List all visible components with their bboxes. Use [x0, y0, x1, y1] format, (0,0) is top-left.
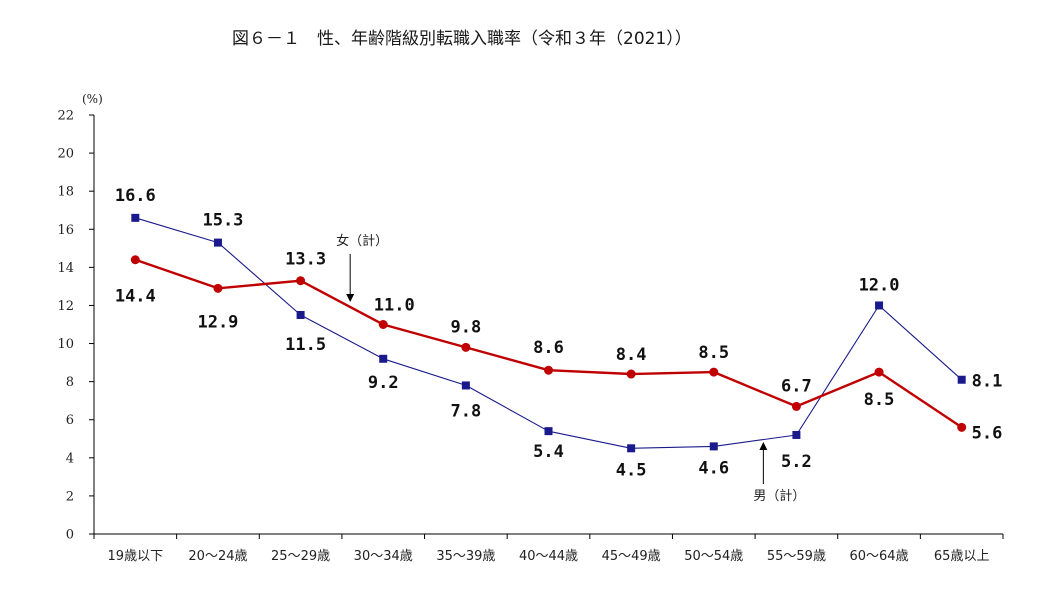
x-tick-label: 25～29歳: [271, 549, 330, 564]
x-tick-label: 55～59歳: [767, 549, 826, 564]
data-label-male: 8.1: [972, 372, 1003, 392]
data-label-female: 8.5: [864, 390, 895, 410]
annotation-male-label: 男（計）: [753, 488, 805, 504]
x-tick-label: 50～54歳: [684, 549, 743, 564]
data-label-female: 12.9: [197, 312, 238, 332]
data-point-male: [461, 381, 470, 390]
data-label-male: 11.5: [285, 335, 326, 355]
data-point-female: [791, 401, 801, 411]
data-label-female: 6.7: [781, 376, 812, 396]
data-point-male: [131, 213, 140, 222]
data-point-male: [875, 301, 884, 310]
x-tick-label: 60～64歳: [849, 549, 908, 564]
x-tick-label: 40～44歳: [519, 549, 578, 564]
series-line-male: [135, 217, 963, 449]
data-label-female: 8.6: [533, 338, 564, 358]
data-label-male: 16.6: [115, 186, 156, 206]
data-labels-layer: 16.6 15.3 11.5 9.2 7.8 5.4 4.5 4.6 5.2 12.0 8.1 14.…: [115, 186, 1003, 480]
data-point-male: [627, 444, 636, 453]
chart-title: 図６－１ 性、年齢階級別転職入職率（令和３年（2021））: [232, 29, 692, 49]
data-point-female: [544, 365, 553, 375]
data-point-female: [957, 422, 967, 432]
data-label-female: 13.3: [285, 250, 326, 270]
data-point-male: [213, 238, 222, 247]
data-point-female: [296, 276, 306, 286]
data-point-female: [378, 320, 388, 329]
annotation-female-label: 女（計）: [336, 233, 388, 249]
y-tick-label: 20: [57, 147, 74, 162]
annotations-layer: 女（計） 男（計）: [336, 233, 805, 504]
y-tick-label: 10: [57, 337, 74, 352]
y-tick-label: 22: [57, 109, 74, 124]
x-tick-label: 35～39歳: [436, 549, 495, 564]
data-point-female: [874, 367, 884, 377]
data-label-female: 8.4: [616, 345, 647, 365]
y-tick-label: 18: [57, 185, 74, 200]
x-tick-label: 30～34歳: [354, 549, 413, 564]
data-label-male: 7.8: [451, 401, 482, 421]
data-label-female: 8.5: [698, 343, 729, 363]
data-label-male: 5.2: [781, 452, 812, 472]
y-tick-label: 14: [57, 261, 74, 276]
x-tick-label: 45～49歳: [602, 549, 661, 564]
y-axis-unit-label: (%): [82, 92, 103, 106]
data-point-female: [626, 369, 636, 379]
y-tick-label: 12: [57, 299, 74, 314]
data-label-male: 9.2: [368, 373, 399, 393]
data-label-male: 5.4: [533, 442, 564, 462]
data-label-female: 14.4: [115, 287, 156, 307]
y-tick-label: 16: [57, 223, 74, 238]
data-point-male: [296, 310, 305, 319]
axes: 0 2 4 6 8 10 12 14 16 18 20 22 19歳以下 20～24歳 25～29歳 30～3…: [57, 109, 1004, 564]
data-point-male: [544, 427, 553, 436]
series-layer: [130, 213, 967, 453]
data-point-male: [957, 375, 966, 384]
data-point-female: [213, 283, 223, 293]
x-tick-label: 65歳以上: [934, 549, 990, 564]
x-tick-label: 19歳以下: [108, 549, 164, 564]
data-point-male: [792, 430, 801, 439]
data-point-female: [130, 255, 140, 265]
y-tick-label: 8: [66, 375, 74, 390]
y-tick-label: 2: [66, 489, 74, 504]
data-point-female: [461, 342, 471, 352]
data-label-female: 9.8: [451, 317, 482, 337]
data-label-male: 4.6: [698, 458, 729, 478]
y-tick-label: 6: [66, 413, 74, 428]
y-tick-label: 4: [66, 451, 74, 466]
data-point-female: [709, 367, 719, 377]
data-point-male: [709, 442, 718, 451]
data-label-male: 15.3: [202, 211, 243, 231]
y-tick-label: 0: [66, 528, 74, 543]
data-label-male: 4.5: [616, 460, 647, 480]
data-label-male: 12.0: [859, 275, 900, 295]
x-tick-label: 20～24歳: [188, 549, 247, 564]
data-point-male: [379, 354, 388, 363]
data-label-female: 5.6: [972, 423, 1003, 443]
data-label-female: 11.0: [374, 296, 415, 316]
